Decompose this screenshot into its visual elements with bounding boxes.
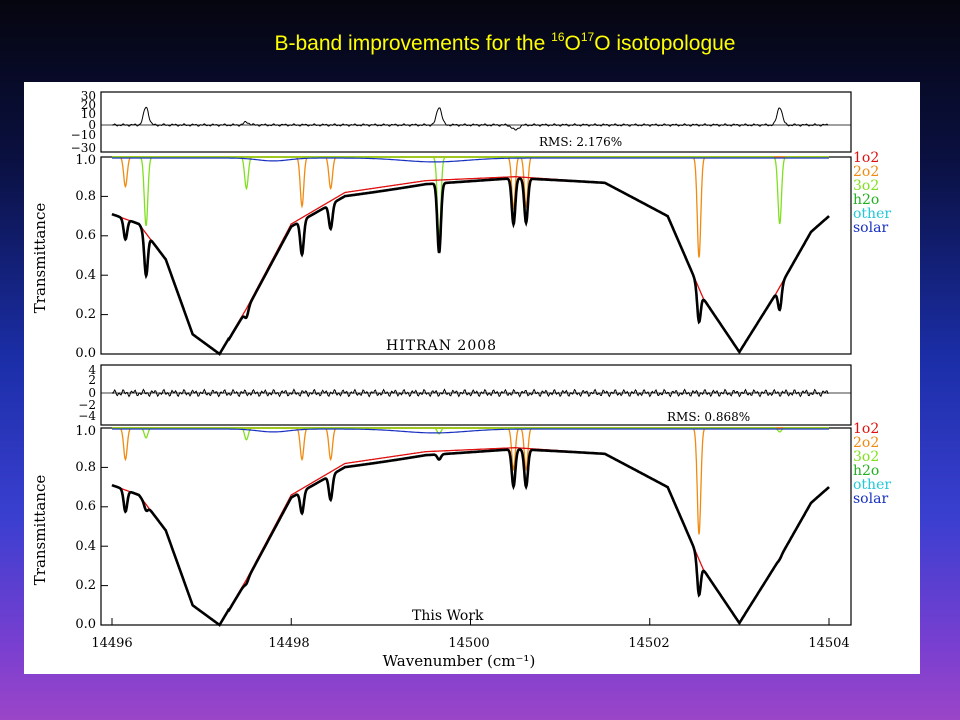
p0-solar-line [112, 157, 829, 163]
bot-res-tick-1: 2 [88, 373, 96, 387]
bot-legend-h2o: h2o [853, 463, 879, 479]
figure-panel: 30 20 10 0 −10 −30 4 2 0 −2 −4 RMS: 2.17… [24, 82, 920, 674]
p0-residual-trace [111, 106, 829, 131]
slide-title: B-band improvements for the 16O17O isoto… [0, 30, 960, 56]
top-legend-other: other [853, 206, 891, 222]
bottom-legend: 1o2 2o2 3o2 h2o other solar [853, 421, 891, 507]
isotope-b-element: O [594, 32, 611, 55]
top-yticks: 0.0 0.2 0.4 0.6 0.8 1.0 [75, 153, 96, 361]
xtick-3: 14502 [628, 636, 669, 651]
isotope-a-element: O [564, 32, 581, 55]
isotope-a-mass: 16 [551, 30, 565, 44]
p0-line-2o2-8 [112, 156, 829, 258]
xtick-1: 14498 [268, 636, 309, 651]
p0-line-2o2-6 [112, 156, 829, 211]
bottom-panel-annotation: This Work [412, 608, 484, 624]
top-ytick-1: 0.2 [75, 307, 96, 322]
xtick-2: 14500 [448, 636, 489, 651]
top-ytick-5: 1.0 [75, 153, 96, 168]
top-ytick-2: 0.4 [75, 268, 96, 283]
top-legend-2o2: 2o2 [853, 164, 879, 180]
top-res-tick-1: 20 [81, 98, 96, 112]
plot-layer [101, 106, 830, 627]
top-ytick-4: 0.8 [75, 189, 96, 204]
top-res-tick-3: 0 [88, 118, 96, 132]
bottom-residual-ticks: 4 2 0 −2 −4 [78, 363, 96, 423]
bot-ytick-1: 0.2 [75, 578, 96, 593]
p1-line-3o2-2 [112, 427, 829, 441]
bot-res-tick-2: 0 [88, 386, 96, 400]
top-residual-ticks: 30 20 10 0 −10 −30 [71, 89, 96, 155]
bot-legend-1o2: 1o2 [853, 421, 879, 437]
top-legend-1o2: 1o2 [853, 150, 879, 166]
bottom-rms-label: RMS: 0.868% [667, 410, 750, 424]
bottom-residual-frame [100, 364, 852, 426]
bottom-spectrum-frame [100, 427, 852, 626]
top-residual-frame [100, 91, 852, 153]
bot-ytick-0: 0.0 [75, 617, 96, 632]
bot-ytick-2: 0.4 [75, 539, 96, 554]
bot-res-tick-3: −2 [78, 398, 96, 412]
p0-line-3o2-9 [112, 156, 829, 225]
bot-res-tick-0: 4 [88, 363, 96, 377]
xtick-4: 14504 [808, 636, 849, 651]
p1-observed-spectrum [111, 448, 830, 627]
xlabel: Wavenumber (cm⁻¹) [383, 652, 536, 670]
bot-legend-3o2: 3o2 [853, 449, 879, 465]
p1-residual-trace [111, 388, 829, 398]
top-ytick-3: 0.6 [75, 228, 96, 243]
bot-ytick-3: 0.6 [75, 499, 96, 514]
p1-solar-line [112, 428, 829, 434]
p0-line-2o2-4 [112, 156, 829, 191]
top-legend-3o2: 3o2 [853, 178, 879, 194]
bottom-ylabel: Transmittance [31, 475, 49, 586]
top-legend-h2o: h2o [853, 192, 879, 208]
bot-legend-2o2: 2o2 [853, 435, 879, 451]
bot-legend-other: other [853, 477, 891, 493]
p1-line-2o2-4 [112, 427, 829, 462]
bot-res-tick-4: −4 [78, 409, 96, 423]
title-suffix: isotopologue [610, 32, 736, 55]
top-res-tick-2: 10 [81, 107, 96, 121]
top-ytick-0: 0.0 [75, 346, 96, 361]
top-legend-solar: solar [853, 220, 888, 236]
p1-line-2o2-7 [112, 427, 829, 472]
p1-line-2o2-8 [112, 427, 829, 535]
top-spectrum-frame [100, 156, 852, 355]
p0-line-3o2-2 [112, 156, 829, 191]
p1-line-3o2-9 [112, 427, 829, 433]
top-rms-label: RMS: 2.176% [539, 135, 622, 149]
bot-ytick-5: 1.0 [75, 424, 96, 439]
p1-line-2o2-3 [112, 427, 829, 462]
bot-ytick-4: 0.8 [75, 460, 96, 475]
p1-line-2o2-6 [112, 427, 829, 472]
top-res-tick-4: −10 [71, 128, 96, 142]
top-res-tick-0: 30 [81, 89, 96, 103]
top-panel-annotation: HITRAN 2008 [386, 338, 497, 354]
bot-legend-solar: solar [853, 491, 888, 507]
xtick-0: 14496 [91, 636, 132, 651]
top-res-tick-5: −30 [71, 141, 96, 155]
p0-line-3o2-1 [112, 156, 829, 227]
p0-observed-spectrum [111, 177, 830, 356]
top-legend: 1o2 2o2 3o2 h2o other solar [853, 150, 891, 236]
xticks: 14496 14498 14500 14502 14504 [91, 636, 849, 651]
spectrum-figure: 30 20 10 0 −10 −30 4 2 0 −2 −4 RMS: 2.17… [31, 89, 891, 670]
p1-line-2o2-0 [112, 427, 829, 462]
isotope-b-mass: 17 [580, 30, 595, 44]
title-prefix: B-band improvements for the [274, 32, 552, 55]
p0-line-3o2-5 [112, 156, 829, 236]
bottom-yticks: 0.0 0.2 0.4 0.6 0.8 1.0 [75, 424, 96, 632]
top-ylabel: Transmittance [31, 203, 49, 314]
